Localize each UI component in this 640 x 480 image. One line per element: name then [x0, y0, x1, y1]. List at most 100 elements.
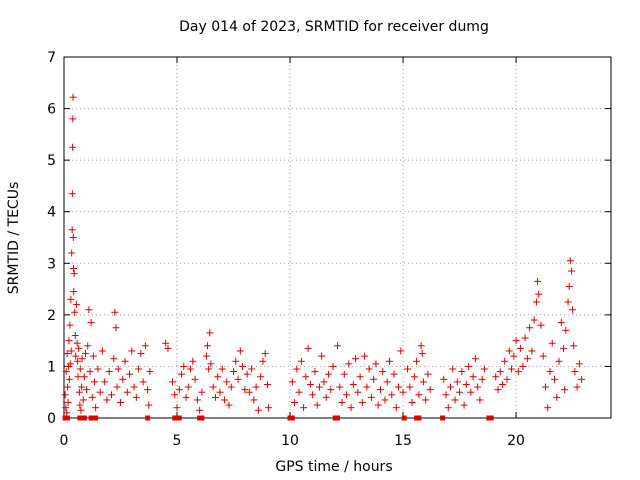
- data-point: [113, 383, 121, 391]
- data-point: [204, 342, 212, 350]
- data-point: [406, 383, 414, 391]
- data-point: [575, 360, 583, 368]
- data-point: [257, 373, 265, 381]
- data-point: [539, 352, 547, 360]
- zero-data-point: [401, 415, 407, 421]
- data-point: [324, 370, 332, 378]
- data-point: [338, 399, 346, 407]
- data-point: [168, 378, 176, 386]
- data-point: [302, 373, 310, 381]
- data-point: [517, 344, 525, 352]
- data-point: [101, 378, 109, 386]
- data-point: [69, 143, 77, 151]
- data-point: [234, 375, 242, 383]
- data-point: [65, 337, 73, 345]
- data-point: [261, 350, 269, 358]
- data-point: [81, 350, 89, 358]
- zero-data-point: [440, 415, 446, 421]
- data-point: [460, 401, 468, 409]
- x-axis-title: GPS time / hours: [275, 459, 392, 475]
- data-point: [67, 295, 75, 303]
- data-point: [311, 368, 319, 376]
- data-point: [354, 388, 362, 396]
- data-point: [202, 352, 210, 360]
- data-point: [128, 347, 136, 355]
- data-point: [560, 344, 568, 352]
- data-point: [508, 365, 516, 373]
- data-point: [175, 386, 183, 394]
- data-point: [415, 391, 423, 399]
- data-point: [537, 321, 545, 329]
- data-point: [227, 383, 235, 391]
- data-point: [367, 393, 375, 401]
- data-point: [66, 321, 74, 329]
- data-point: [94, 365, 102, 373]
- data-point: [288, 378, 296, 386]
- data-point: [91, 378, 99, 386]
- data-point: [86, 368, 94, 376]
- data-point: [567, 267, 575, 275]
- data-point: [569, 306, 577, 314]
- data-point: [64, 383, 72, 391]
- data-point: [566, 257, 574, 265]
- data-point: [198, 388, 206, 396]
- data-point: [408, 399, 416, 407]
- data-point: [239, 362, 247, 370]
- data-point: [205, 365, 213, 373]
- data-point: [69, 234, 77, 241]
- data-point: [424, 370, 432, 378]
- y-tick-label: 2: [47, 308, 56, 324]
- y-tick-label: 5: [47, 153, 56, 169]
- data-point: [345, 360, 353, 368]
- data-point: [499, 380, 507, 388]
- data-point: [180, 362, 188, 370]
- y-tick-label: 4: [47, 205, 56, 221]
- data-point: [80, 373, 88, 381]
- data-point: [329, 362, 337, 370]
- data-point: [218, 365, 226, 373]
- data-point: [88, 393, 96, 401]
- data-point: [318, 352, 326, 360]
- data-point: [252, 383, 260, 391]
- data-point: [519, 362, 527, 370]
- data-point: [399, 388, 407, 396]
- data-point: [334, 342, 341, 350]
- data-point: [70, 270, 78, 278]
- data-point: [245, 388, 253, 396]
- data-point: [114, 365, 122, 373]
- zero-data-point: [93, 415, 99, 421]
- data-point: [541, 383, 549, 391]
- data-point: [530, 316, 538, 324]
- data-point: [236, 347, 244, 355]
- data-point: [379, 368, 387, 376]
- data-point: [78, 355, 86, 363]
- data-point: [521, 334, 529, 342]
- data-point: [241, 386, 249, 394]
- data-point: [259, 357, 267, 365]
- data-point: [173, 404, 181, 412]
- data-point: [544, 404, 552, 412]
- data-point: [145, 401, 153, 409]
- x-tick-label: 15: [394, 433, 412, 449]
- data-point: [209, 383, 217, 391]
- data-point: [111, 308, 119, 316]
- data-point: [467, 388, 475, 396]
- data-point: [501, 357, 509, 365]
- data-point: [381, 396, 389, 404]
- data-point: [523, 355, 531, 363]
- grid-lines: [64, 57, 611, 418]
- y-tick-label: 3: [47, 256, 56, 272]
- data-point: [132, 393, 140, 401]
- data-point: [112, 324, 120, 332]
- data-point: [164, 344, 172, 352]
- zero-data-point: [289, 415, 295, 421]
- data-point: [449, 365, 457, 373]
- data-point: [71, 331, 79, 339]
- data-point: [347, 404, 355, 412]
- data-point: [187, 365, 195, 373]
- y-tick-label: 7: [47, 50, 56, 66]
- data-point: [471, 355, 479, 363]
- data-point: [476, 396, 484, 404]
- data-point: [291, 399, 299, 407]
- data-point: [214, 373, 222, 381]
